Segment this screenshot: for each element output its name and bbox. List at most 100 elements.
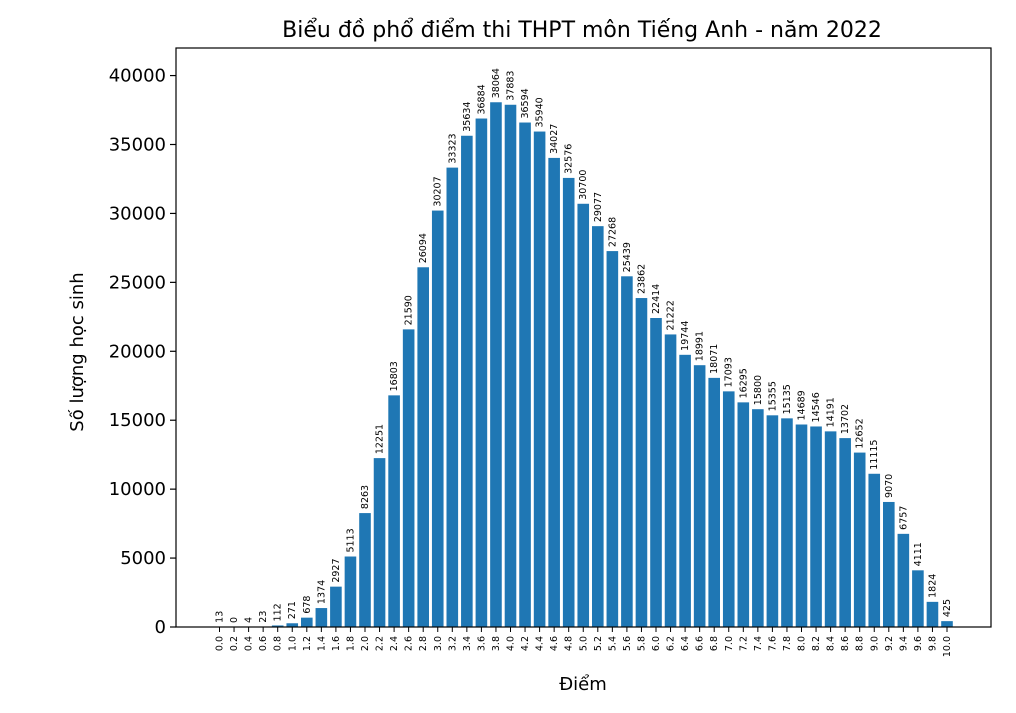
bar (722, 391, 735, 627)
x-tick-label: 9.2 (884, 636, 895, 651)
chart-title: Biểu đồ phổ điểm thi THPT môn Tiếng Anh … (282, 18, 882, 43)
bar (941, 621, 953, 627)
bar (562, 177, 575, 627)
bar (897, 533, 910, 627)
bar-value-label: 36884 (476, 84, 487, 114)
y-axis: 0 5000 10000 15000 20000 25000 30000 35000 40000 (109, 66, 176, 638)
bar-value-label: 15135 (782, 384, 793, 414)
x-tick-label: 5.6 (622, 636, 633, 651)
x-tick-label: 2.8 (418, 636, 429, 651)
bar (635, 298, 648, 627)
x-tick-label: 3.8 (491, 636, 502, 651)
x-tick-label: 5.2 (593, 636, 604, 651)
y-tick-label: 0 (155, 617, 166, 638)
bar-value-label: 30207 (433, 176, 444, 206)
x-tick-label: 2.2 (375, 636, 386, 651)
x-tick-label: 3.0 (433, 636, 444, 651)
x-tick-label: 9.4 (898, 636, 909, 651)
bar (344, 556, 357, 627)
bar-value-label: 8263 (360, 485, 371, 509)
x-tick-label: 7.8 (782, 636, 793, 651)
x-tick-label: 3.4 (462, 636, 473, 651)
plot-frame (175, 47, 992, 628)
x-axis: 0.0 0.2 0.4 0.6 0.8 1.0 1.2 1.4 1.6 1.8 2.0 2.2 2.4 2… (215, 627, 953, 657)
bar-value-label: 0 (229, 617, 240, 623)
bar (533, 131, 546, 627)
bar-value-label: 21222 (666, 300, 677, 330)
x-tick-label: 4.6 (549, 636, 560, 651)
bar-value-label: 425 (942, 599, 953, 617)
bar-value-label: 25439 (622, 242, 633, 272)
x-tick-label: 1.2 (302, 636, 313, 651)
bar (519, 122, 531, 627)
bar-value-label: 26094 (418, 233, 429, 263)
x-tick-label: 7.4 (753, 636, 764, 651)
bar (824, 431, 837, 627)
bar (446, 167, 459, 627)
x-tick-label: 3.6 (476, 636, 487, 651)
x-tick-label: 0.8 (273, 636, 284, 651)
bar (548, 157, 560, 627)
bar (388, 395, 400, 627)
bar-value-label: 18071 (709, 344, 720, 374)
x-tick-label: 9.8 (927, 636, 938, 651)
bar-value-label: 29077 (593, 192, 604, 222)
x-tick-label: 4.2 (520, 636, 531, 651)
bar (373, 458, 386, 627)
bar-value-label: 4111 (913, 542, 924, 566)
x-tick-label: 7.0 (724, 636, 735, 651)
bar (431, 210, 444, 627)
bar-value-label: 30700 (578, 170, 589, 200)
x-tick-label: 2.0 (360, 636, 371, 651)
bar (606, 251, 619, 628)
bar-value-label: 15355 (767, 381, 778, 411)
bar-value-label: 27268 (607, 217, 618, 247)
bar (650, 318, 662, 627)
bar (417, 267, 429, 627)
bar-value-label: 33323 (447, 133, 458, 163)
x-tick-label: 8.6 (840, 636, 851, 651)
y-tick-label: 30000 (109, 203, 166, 224)
bar-value-label: 18991 (695, 331, 706, 361)
bar-value-label: 271 (287, 601, 298, 619)
bar (693, 365, 706, 627)
bar (839, 438, 851, 627)
y-tick-label: 35000 (109, 135, 166, 156)
bar-value-label: 5113 (345, 528, 356, 552)
bar (315, 608, 328, 627)
bars (213, 102, 953, 628)
bar (592, 226, 604, 628)
bar-value-label: 1824 (927, 574, 938, 598)
bar-value-label: 13702 (840, 404, 851, 434)
bar-value-label: 23 (258, 611, 269, 623)
x-tick-label: 6.2 (666, 636, 677, 651)
bar (359, 513, 371, 627)
x-tick-label: 8.4 (826, 636, 837, 651)
bar (286, 623, 299, 627)
bar-value-label: 17093 (724, 357, 735, 387)
bar (301, 617, 313, 627)
bar-value-label: 13 (215, 611, 226, 623)
x-tick-label: 2.6 (404, 636, 415, 651)
x-tick-label: 8.2 (811, 636, 822, 651)
bar-value-label: 6757 (898, 506, 909, 530)
bar-value-label: 16295 (738, 368, 749, 398)
bar-value-label: 9070 (884, 474, 895, 498)
bar-value-label: 14191 (826, 397, 837, 427)
bar-value-label: 37883 (506, 71, 517, 101)
y-tick-label: 5000 (120, 548, 166, 569)
bar-value-label: 14546 (811, 392, 822, 422)
bar-value-label: 35634 (462, 102, 473, 132)
bar-value-label: 678 (302, 596, 313, 614)
bar (853, 452, 866, 627)
bar (577, 203, 590, 627)
bar (490, 102, 502, 628)
bar (926, 601, 939, 627)
y-tick-label: 20000 (109, 341, 166, 362)
bar (621, 276, 633, 627)
bar-value-label: 34027 (549, 124, 560, 154)
bar (752, 409, 764, 627)
x-tick-label: 4.8 (564, 636, 575, 651)
